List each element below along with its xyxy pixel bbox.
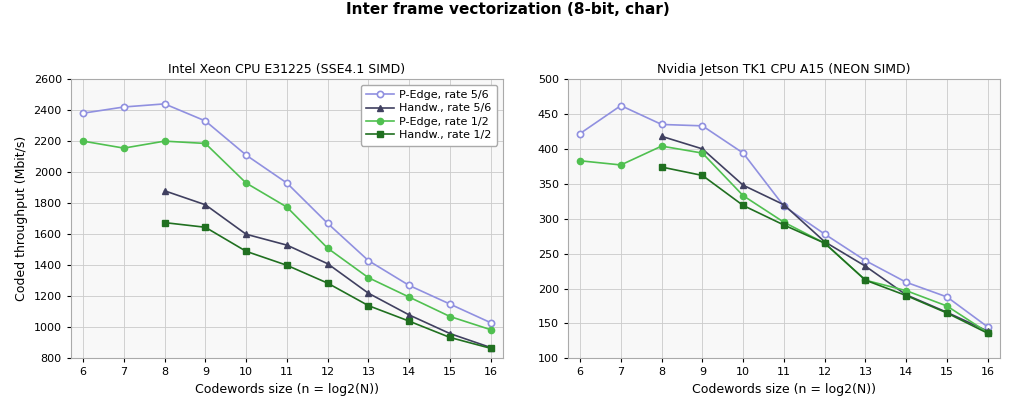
P-Edge, rate 5/6: [484, 320, 496, 325]
P-Edge, rate 1/2: [77, 139, 89, 143]
Handw., rate 5/6: [900, 292, 912, 297]
Handw., rate 1/2: [737, 203, 749, 208]
Line: Handw., rate 1/2: Handw., rate 1/2: [659, 164, 991, 336]
P-Edge, rate 1/2: [941, 304, 953, 309]
Line: P-Edge, rate 1/2: P-Edge, rate 1/2: [577, 143, 991, 336]
Title: Intel Xeon CPU E31225 (SSE4.1 SIMD): Intel Xeon CPU E31225 (SSE4.1 SIMD): [168, 63, 405, 76]
Handw., rate 5/6: [403, 312, 415, 317]
P-Edge, rate 1/2: [696, 150, 708, 155]
Handw., rate 1/2: [982, 331, 994, 336]
Handw., rate 5/6: [362, 291, 375, 296]
Handw., rate 1/2: [281, 263, 293, 268]
Handw., rate 1/2: [199, 225, 211, 230]
P-Edge, rate 1/2: [158, 139, 171, 143]
Text: Inter frame vectorization (8-bit, char): Inter frame vectorization (8-bit, char): [346, 2, 669, 17]
P-Edge, rate 1/2: [615, 162, 627, 167]
Handw., rate 1/2: [362, 303, 375, 308]
P-Edge, rate 1/2: [281, 205, 293, 210]
Handw., rate 1/2: [444, 335, 456, 340]
Handw., rate 5/6: [241, 232, 253, 237]
P-Edge, rate 1/2: [118, 145, 130, 150]
Handw., rate 5/6: [860, 264, 872, 269]
P-Edge, rate 5/6: [900, 280, 912, 285]
P-Edge, rate 1/2: [777, 220, 790, 225]
P-Edge, rate 5/6: [860, 258, 872, 263]
P-Edge, rate 5/6: [403, 283, 415, 288]
Line: Handw., rate 1/2: Handw., rate 1/2: [161, 219, 494, 351]
Handw., rate 1/2: [819, 241, 831, 246]
Handw., rate 1/2: [403, 319, 415, 323]
P-Edge, rate 5/6: [362, 258, 375, 263]
Line: P-Edge, rate 5/6: P-Edge, rate 5/6: [577, 102, 991, 330]
X-axis label: Codewords size (n = log2(N)): Codewords size (n = log2(N)): [195, 383, 379, 396]
P-Edge, rate 5/6: [444, 302, 456, 307]
Handw., rate 5/6: [199, 202, 211, 207]
Handw., rate 5/6: [444, 331, 456, 336]
Handw., rate 1/2: [696, 173, 708, 178]
P-Edge, rate 5/6: [941, 295, 953, 300]
P-Edge, rate 5/6: [696, 123, 708, 128]
Handw., rate 5/6: [982, 329, 994, 334]
Line: Handw., rate 5/6: Handw., rate 5/6: [658, 133, 992, 335]
P-Edge, rate 5/6: [615, 103, 627, 108]
P-Edge, rate 5/6: [199, 118, 211, 123]
P-Edge, rate 1/2: [737, 193, 749, 198]
Handw., rate 5/6: [656, 134, 668, 139]
P-Edge, rate 1/2: [574, 158, 587, 163]
Handw., rate 1/2: [860, 278, 872, 283]
Handw., rate 5/6: [777, 202, 790, 207]
P-Edge, rate 5/6: [322, 221, 334, 226]
P-Edge, rate 1/2: [484, 327, 496, 332]
P-Edge, rate 1/2: [403, 295, 415, 300]
Handw., rate 5/6: [484, 345, 496, 350]
P-Edge, rate 1/2: [860, 278, 872, 283]
P-Edge, rate 5/6: [982, 325, 994, 330]
Handw., rate 5/6: [819, 239, 831, 244]
P-Edge, rate 5/6: [777, 204, 790, 209]
P-Edge, rate 1/2: [982, 330, 994, 335]
Handw., rate 5/6: [158, 188, 171, 193]
Legend: P-Edge, rate 5/6, Handw., rate 5/6, P-Edge, rate 1/2, Handw., rate 1/2: P-Edge, rate 5/6, Handw., rate 5/6, P-Ed…: [360, 85, 497, 146]
P-Edge, rate 5/6: [241, 152, 253, 157]
Line: Handw., rate 5/6: Handw., rate 5/6: [161, 187, 494, 351]
Handw., rate 1/2: [900, 293, 912, 298]
P-Edge, rate 1/2: [241, 180, 253, 185]
Handw., rate 1/2: [484, 346, 496, 351]
Handw., rate 1/2: [777, 222, 790, 227]
P-Edge, rate 1/2: [819, 241, 831, 246]
Line: P-Edge, rate 1/2: P-Edge, rate 1/2: [80, 138, 494, 333]
P-Edge, rate 5/6: [77, 111, 89, 115]
P-Edge, rate 5/6: [118, 104, 130, 109]
P-Edge, rate 5/6: [574, 131, 587, 136]
P-Edge, rate 5/6: [281, 180, 293, 185]
P-Edge, rate 1/2: [362, 275, 375, 280]
Handw., rate 1/2: [241, 249, 253, 254]
Handw., rate 5/6: [696, 146, 708, 151]
X-axis label: Codewords size (n = log2(N)): Codewords size (n = log2(N)): [692, 383, 876, 396]
Handw., rate 5/6: [322, 261, 334, 266]
P-Edge, rate 1/2: [656, 143, 668, 148]
Title: Nvidia Jetson TK1 CPU A15 (NEON SIMD): Nvidia Jetson TK1 CPU A15 (NEON SIMD): [657, 63, 910, 76]
P-Edge, rate 5/6: [158, 102, 171, 106]
P-Edge, rate 1/2: [322, 246, 334, 251]
P-Edge, rate 1/2: [900, 288, 912, 293]
P-Edge, rate 5/6: [819, 232, 831, 237]
Handw., rate 1/2: [158, 220, 171, 225]
P-Edge, rate 1/2: [444, 314, 456, 319]
Handw., rate 1/2: [941, 311, 953, 316]
Handw., rate 1/2: [322, 281, 334, 286]
Line: P-Edge, rate 5/6: P-Edge, rate 5/6: [80, 101, 494, 326]
P-Edge, rate 5/6: [656, 122, 668, 127]
Handw., rate 5/6: [941, 310, 953, 315]
P-Edge, rate 5/6: [737, 150, 749, 155]
Handw., rate 5/6: [737, 183, 749, 188]
Handw., rate 1/2: [656, 164, 668, 169]
Y-axis label: Coded throughput (Mbit/s): Coded throughput (Mbit/s): [15, 136, 28, 301]
Handw., rate 5/6: [281, 242, 293, 247]
P-Edge, rate 1/2: [199, 141, 211, 146]
